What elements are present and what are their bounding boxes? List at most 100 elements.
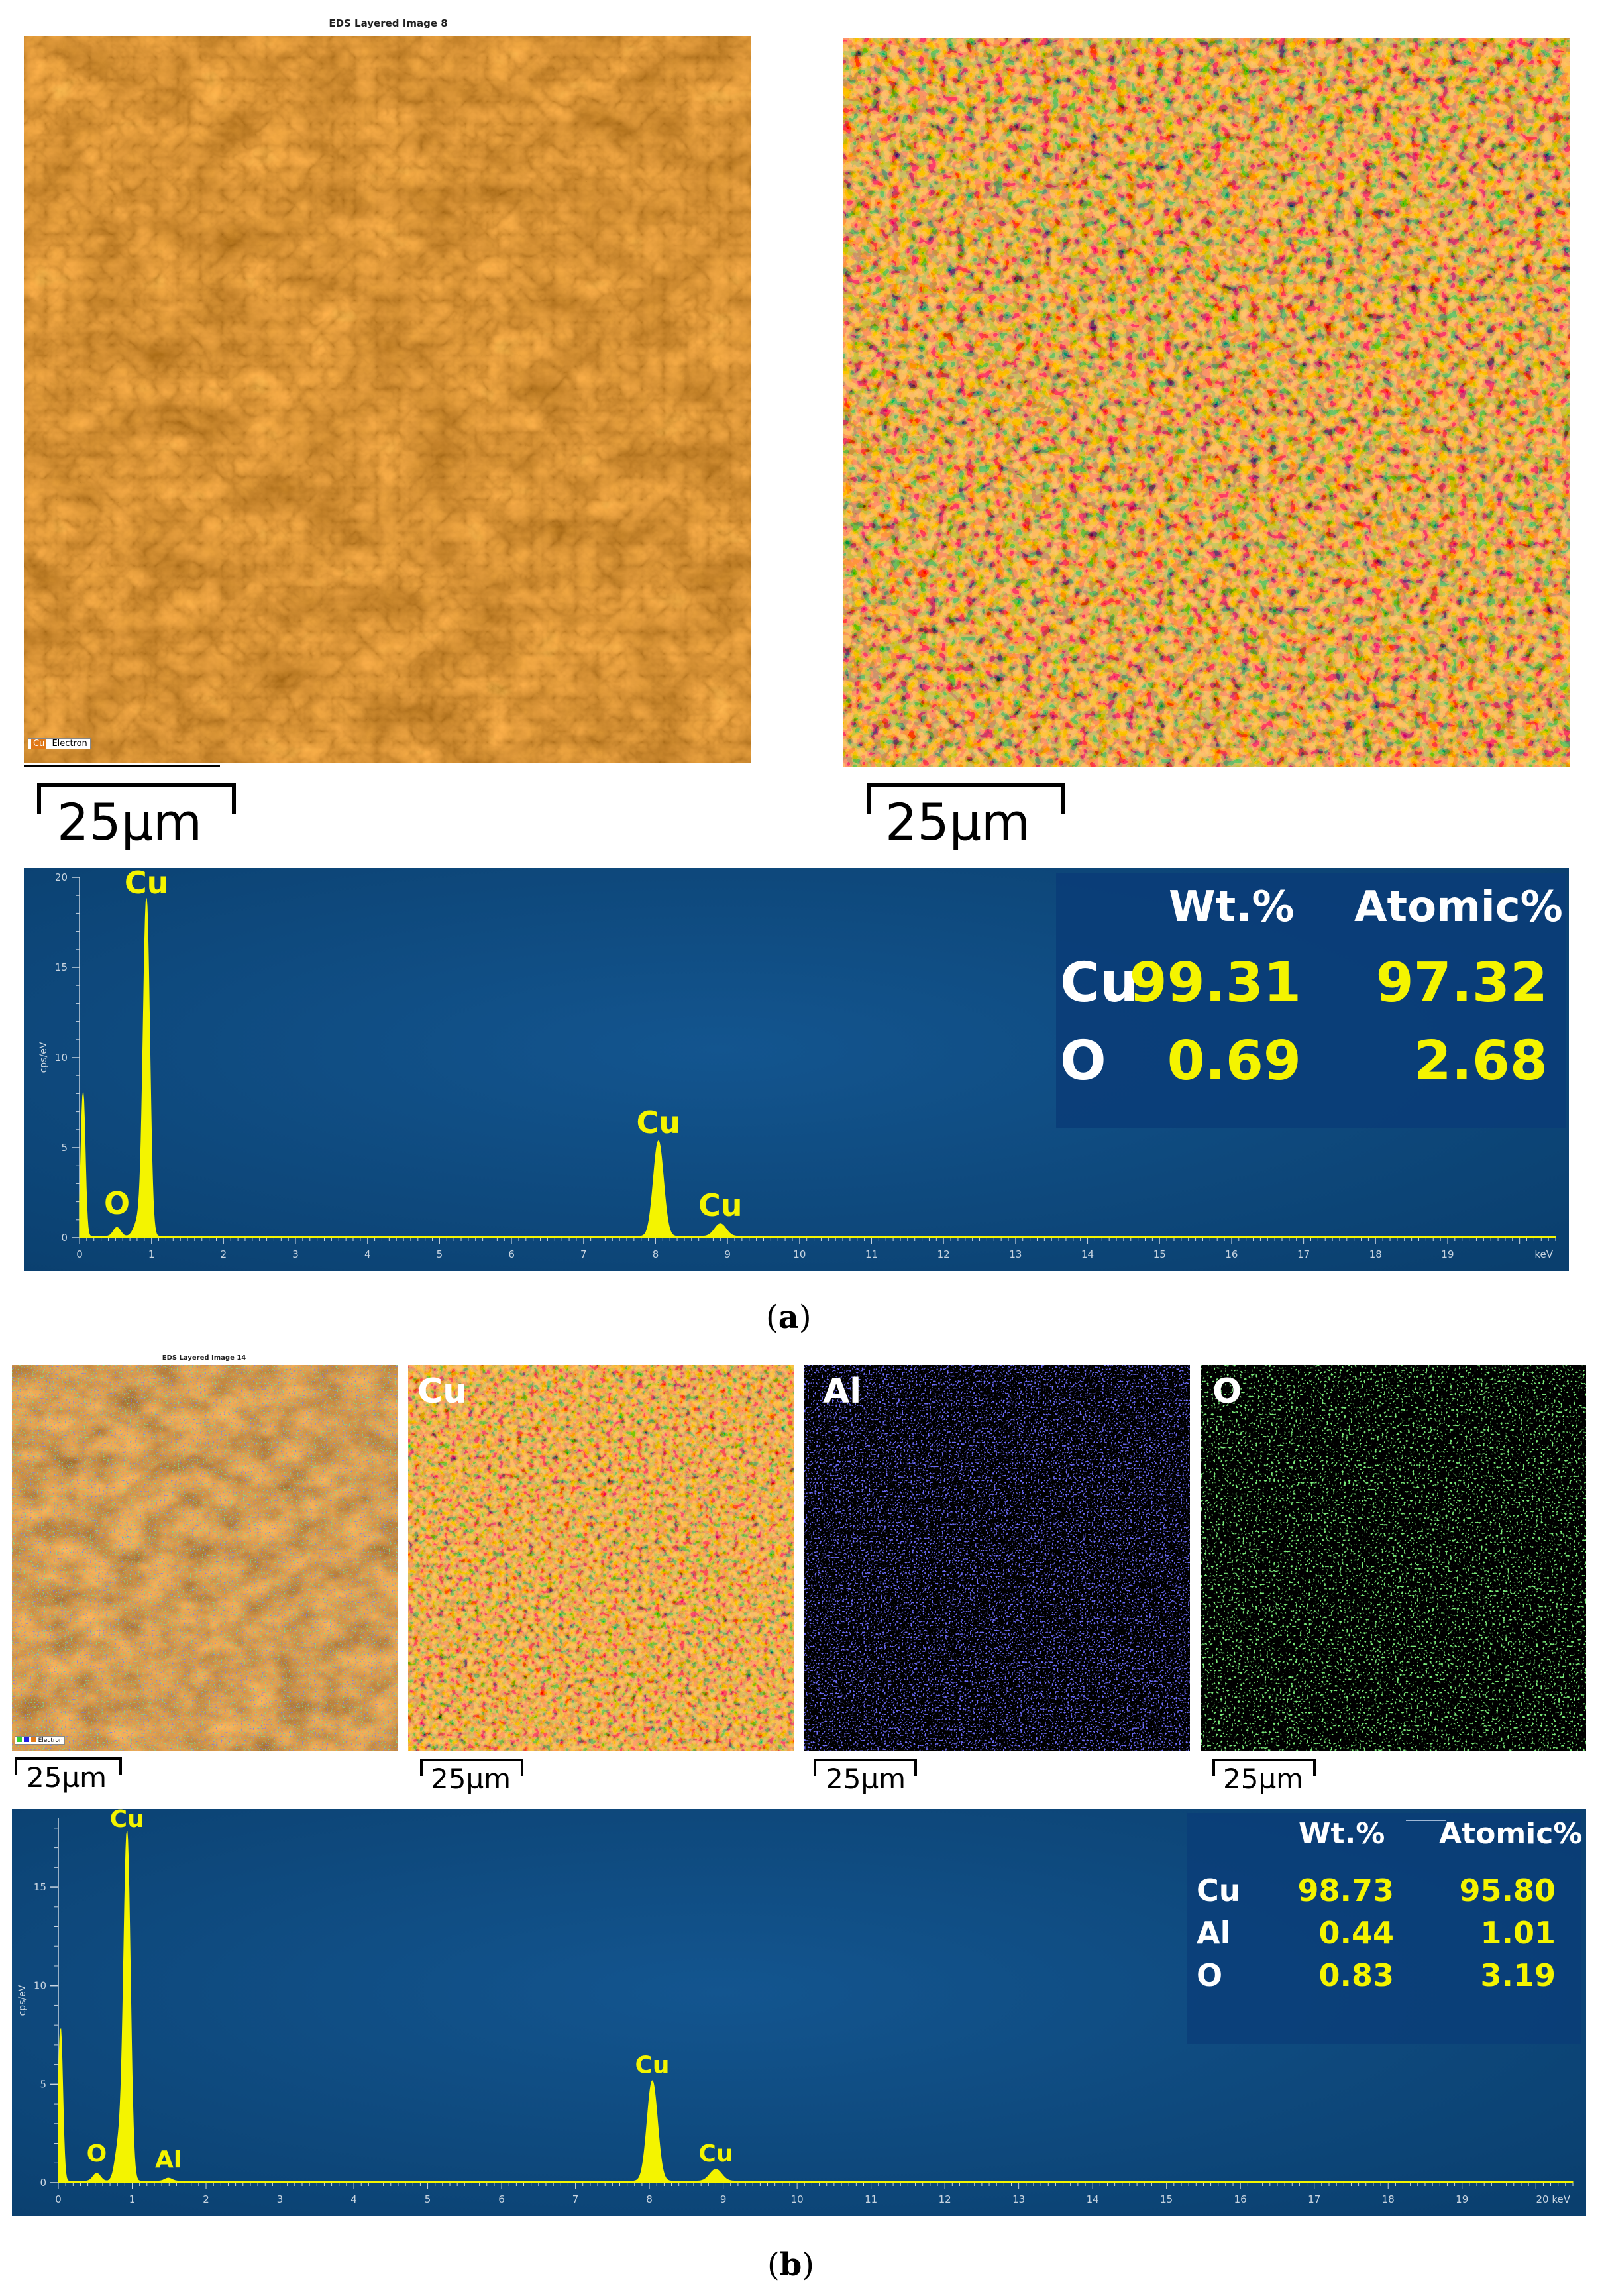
x-tick-label: 18 [1369,1248,1382,1260]
table-wt-cu-a: 99.31 [1129,952,1301,1014]
sem-texture-b [12,1365,398,1751]
spectrum-series [58,1831,1574,2183]
scale-underline-a1 [24,765,220,767]
legend-chip-a: Cu Electron [28,738,91,749]
table-atomic-o-b: 3.19 [1480,1957,1556,1993]
y-tick-label: 10 [34,1980,46,1992]
x-tick-label: 19 [1456,2193,1468,2205]
y-tick-label: 0 [61,1232,68,1244]
x-unit-label: keV [1534,1248,1553,1260]
x-unit-label: 20 keV [1536,2193,1571,2205]
x-tick-label: 4 [350,2193,357,2205]
x-tick-label: 5 [437,1248,443,1260]
legend-swatch-green-b [17,1737,22,1742]
y-tick-label: 5 [40,2078,46,2090]
x-tick-label: 9 [724,1248,731,1260]
table-header-atomic-b: Atomic% [1439,1817,1583,1851]
al-map-b: Al [804,1365,1190,1751]
table-element-cu-b: Cu [1197,1873,1241,1908]
x-tick-label: 19 [1441,1248,1454,1260]
scalebar-layered-b [15,1756,122,1775]
x-tick-label: 16 [1234,2193,1247,2205]
scalebar-al-map-b [814,1757,917,1776]
peak-label: Cu [635,2051,670,2079]
x-tick-label: 17 [1308,2193,1320,2205]
table-atomic-cu-a: 97.32 [1375,952,1548,1014]
spectrum-series [79,898,1556,1238]
peak-label: Al [155,2146,182,2173]
x-tick-label: 0 [55,2193,62,2205]
quant-table-b: Wt.% Atomic% Cu 98.73 95.80 Al 0.44 1.01… [1187,1813,1583,2044]
scale-label-layered-b: 25µm [27,1761,107,1794]
x-tick-label: 14 [1087,2193,1099,2205]
caption-a: (a) [766,1299,812,1336]
table-wt-o-a: 0.69 [1167,1030,1301,1093]
x-tick-label: 2 [203,2193,209,2205]
scalebar-o-map-b [1212,1757,1316,1776]
x-tick-label: 2 [221,1248,227,1260]
x-tick-label: 3 [292,1248,299,1260]
peak-label: O [87,2140,107,2167]
x-tick-label: 1 [148,1248,155,1260]
layered-image-b: Electron [12,1365,398,1751]
x-tick-label: 13 [1009,1248,1022,1260]
legend-swatch-blue-b [23,1737,29,1742]
x-tick-label: 1 [129,2193,136,2205]
y-tick-label: 0 [40,2177,46,2189]
legend-electron-b: Electron [38,1737,63,1744]
x-tick-label: 17 [1297,1248,1310,1260]
peak-label: Cu [637,1105,681,1140]
sem-texture-a [24,36,751,763]
cu-map-b: Cu [408,1365,794,1751]
peak-label: Cu [698,1187,743,1223]
x-tick-label: 8 [646,2193,653,2205]
y-tick-label: 15 [34,1881,46,1893]
scalebar-cu-map-a [867,781,1065,814]
y-axis-label: cps/eV [38,1042,49,1073]
table-atomic-al-b: 1.01 [1480,1915,1556,1951]
scalebar-cu-map-b [420,1757,523,1776]
legend-electron-a: Electron [52,739,87,749]
quant-table-a: Wt.% Atomic% Cu 99.31 97.32 O 0.69 2.68 [1056,873,1566,1128]
scale-label-layered-a: 25µm [57,793,203,851]
peak-label: Cu [110,1809,144,1833]
table-header-rule-b [1406,1820,1446,1821]
x-tick-label: 14 [1081,1248,1094,1260]
peak-label: Cu [125,868,169,901]
table-header-atomic-a: Atomic% [1354,883,1563,932]
map-label-cu-b: Cu [417,1372,468,1411]
x-tick-label: 12 [937,1248,950,1260]
table-wt-o-b: 0.83 [1318,1957,1395,1993]
x-tick-label: 12 [939,2193,951,2205]
x-tick-label: 13 [1012,2193,1025,2205]
cu-map-a [843,38,1570,767]
table-atomic-o-a: 2.68 [1413,1030,1548,1093]
table-element-al-b: Al [1197,1915,1231,1951]
y-axis-label: cps/eV [17,1985,28,2016]
x-tick-label: 4 [364,1248,371,1260]
o-map-b: O [1201,1365,1586,1751]
x-tick-label: 10 [791,2193,804,2205]
layered-image-a: Cu Electron [24,36,751,763]
scale-label-o-map-b: 25µm [1223,1763,1304,1795]
x-tick-label: 16 [1225,1248,1238,1260]
y-tick-label: 20 [55,871,68,883]
map-label-o-b: O [1212,1372,1242,1411]
map-label-al-b: Al [823,1372,862,1411]
x-tick-label: 15 [1160,2193,1173,2205]
x-tick-label: 9 [720,2193,727,2205]
scale-label-al-map-b: 25µm [826,1763,906,1795]
table-wt-al-b: 0.44 [1318,1915,1395,1951]
x-tick-label: 0 [76,1248,83,1260]
peak-label: Cu [698,2140,733,2167]
x-tick-label: 11 [865,2193,877,2205]
x-tick-label: 5 [425,2193,431,2205]
caption-b: (b) [767,2246,815,2283]
layered-image-title-a: EDS Layered Image 8 [329,17,448,29]
table-element-o-b: O [1197,1957,1223,1993]
peak-label: O [104,1185,130,1221]
x-tick-label: 6 [508,1248,515,1260]
legend-cu-a: Cu [31,739,47,749]
legend-swatch-orange-b [30,1737,36,1742]
x-tick-label: 3 [277,2193,284,2205]
